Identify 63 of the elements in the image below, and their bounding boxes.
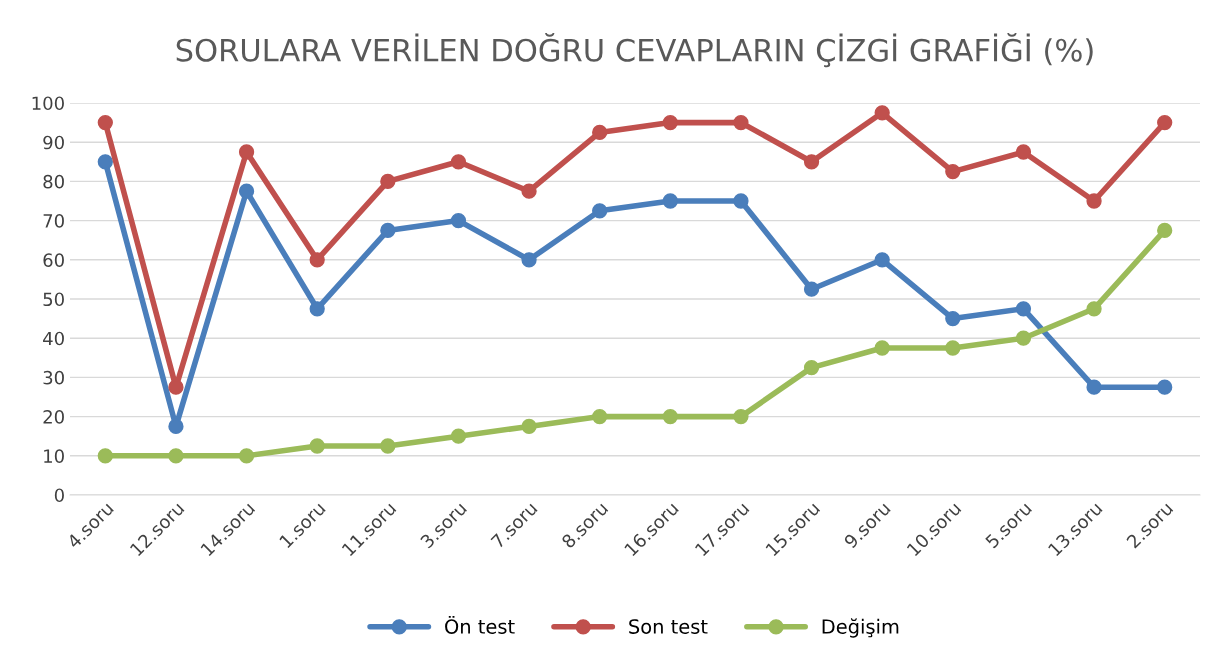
y-tick-label: 50 [43, 292, 64, 307]
point [1157, 114, 1173, 131]
point [309, 438, 325, 454]
point [1157, 222, 1173, 239]
point [1086, 193, 1102, 209]
chart-title: SORULARA VERİLEN DOĞRU CEVAPLARIN ÇİZGİ GRAFİĞİ (%) [176, 33, 1093, 68]
y-tick-label: 80 [43, 174, 64, 189]
point [874, 252, 890, 268]
y-tick-label: 30 [43, 370, 64, 385]
point [309, 252, 325, 268]
point [450, 154, 467, 170]
point [592, 203, 608, 219]
y-tick-label: 20 [43, 410, 64, 424]
point [97, 114, 113, 131]
point [380, 222, 396, 239]
legend-label: Son test [629, 619, 708, 634]
point [662, 114, 678, 131]
y-tick-label: 70 [43, 214, 64, 228]
point [945, 310, 961, 327]
y-tick-label: 60 [43, 253, 64, 267]
point [309, 301, 325, 317]
point [803, 154, 820, 170]
point [1086, 301, 1102, 317]
y-tick-label: 10 [44, 449, 64, 463]
point [945, 340, 961, 356]
point [380, 173, 396, 190]
y-tick-label: 40 [43, 331, 64, 346]
point [450, 428, 467, 444]
point [380, 438, 396, 454]
point [521, 183, 537, 199]
point [238, 448, 255, 464]
point [1086, 379, 1102, 395]
point [238, 144, 255, 160]
point [1157, 379, 1173, 395]
y-tick-label: 100 [32, 96, 64, 111]
point [874, 340, 890, 356]
point [521, 418, 537, 435]
point [1015, 330, 1032, 346]
point [662, 193, 678, 209]
y-tick-label: 0 [54, 488, 64, 503]
y-tick-label: 90 [43, 135, 64, 150]
point [662, 408, 678, 425]
point [733, 114, 749, 131]
point [168, 418, 184, 435]
point [592, 124, 608, 141]
legend-label: Ön test [445, 615, 515, 634]
point [733, 408, 749, 425]
point [874, 105, 890, 121]
point [803, 281, 820, 297]
point [592, 408, 608, 425]
point [97, 448, 113, 464]
point [168, 448, 184, 464]
point [803, 359, 820, 376]
point [521, 252, 537, 268]
point [945, 163, 961, 180]
point [1015, 144, 1032, 160]
point [733, 193, 749, 209]
point [450, 212, 467, 229]
legend-label: Değişim [822, 618, 899, 638]
point [168, 379, 184, 395]
point [1015, 301, 1032, 317]
point [238, 183, 255, 199]
point [97, 154, 113, 170]
